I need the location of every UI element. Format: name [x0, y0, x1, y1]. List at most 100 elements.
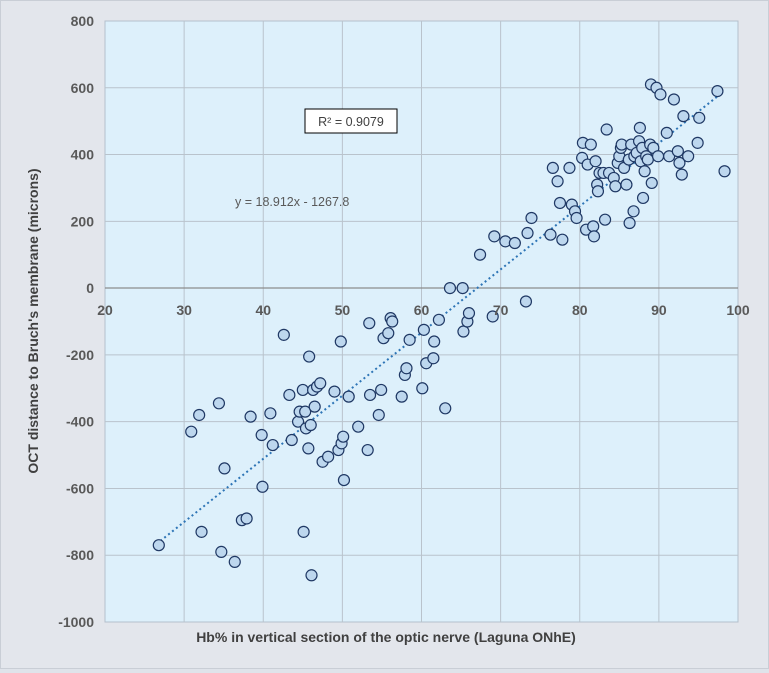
data-point	[342, 390, 355, 403]
data-point	[322, 450, 335, 463]
data-point	[443, 282, 457, 295]
data-point	[620, 178, 633, 191]
data-point	[218, 462, 231, 475]
data-points	[152, 78, 731, 582]
data-point	[682, 150, 695, 163]
x-tick-label: 70	[493, 302, 509, 318]
y-tick-label: -1000	[58, 614, 94, 630]
data-point	[671, 145, 684, 158]
x-tick-label: 100	[726, 302, 750, 318]
data-point	[240, 512, 253, 525]
data-point	[328, 385, 341, 398]
data-point	[304, 418, 317, 432]
data-point	[299, 405, 312, 418]
data-point	[334, 335, 347, 348]
data-point	[432, 313, 446, 326]
data-point	[372, 408, 385, 422]
data-point	[486, 310, 499, 323]
data-point	[363, 317, 376, 330]
data-point	[212, 397, 226, 410]
data-point	[563, 161, 576, 175]
data-point	[215, 545, 228, 558]
data-point	[456, 282, 469, 295]
data-point	[609, 180, 622, 193]
y-tick-label: -600	[66, 480, 94, 496]
data-point	[462, 307, 476, 320]
data-point	[277, 328, 290, 341]
data-point	[718, 165, 731, 178]
data-point	[296, 383, 309, 397]
data-point	[375, 383, 388, 397]
data-point	[255, 428, 268, 442]
data-point	[553, 196, 567, 210]
data-point	[711, 85, 724, 98]
data-point	[600, 123, 613, 136]
x-tick-label: 60	[414, 302, 430, 318]
data-point	[403, 333, 416, 346]
x-tick-label: 20	[97, 302, 113, 318]
y-tick-label: 400	[71, 147, 95, 163]
data-point	[297, 525, 310, 538]
data-point	[546, 161, 559, 175]
data-point	[283, 388, 296, 402]
data-point	[337, 430, 350, 443]
y-tick-label: 600	[71, 80, 95, 96]
x-tick-labels: 20 30 40 50 60 70 80 90 100	[97, 302, 750, 318]
data-point	[195, 525, 208, 538]
data-point	[185, 425, 198, 438]
y-tick-label: 0	[86, 280, 94, 296]
data-point	[651, 150, 665, 163]
data-point	[693, 111, 706, 124]
data-point	[352, 420, 365, 433]
data-point	[400, 362, 413, 375]
data-point	[386, 315, 399, 328]
data-point	[654, 88, 667, 101]
data-point	[256, 480, 269, 493]
r2-label-box	[304, 108, 398, 134]
data-point	[457, 325, 470, 338]
data-point	[427, 352, 440, 365]
y-tick-label: 200	[71, 213, 95, 229]
data-point	[308, 400, 321, 413]
data-point	[556, 233, 569, 246]
data-point	[302, 442, 315, 455]
data-point	[633, 121, 646, 134]
data-point	[428, 335, 441, 348]
y-tick-labels: -1000 -800 -600 -400 -200 0 200 400 600 800	[58, 13, 94, 630]
data-point	[264, 407, 277, 420]
data-point	[598, 213, 612, 226]
data-point	[508, 236, 521, 250]
data-point	[591, 185, 605, 198]
data-point	[285, 433, 298, 447]
x-tick-label: 30	[176, 302, 192, 318]
x-tick-label: 90	[651, 302, 667, 318]
y-tick-label: 800	[71, 13, 95, 29]
data-point	[519, 295, 533, 308]
y-tick-label: -400	[66, 414, 94, 430]
data-point	[439, 402, 452, 415]
data-point	[636, 191, 650, 205]
data-point	[645, 176, 658, 190]
data-point	[244, 410, 257, 423]
y-tick-label: -800	[66, 547, 94, 563]
data-point	[305, 569, 318, 582]
data-point	[667, 93, 681, 106]
data-point	[417, 323, 430, 336]
data-point	[303, 350, 316, 363]
data-point	[488, 230, 501, 243]
data-point	[660, 126, 673, 139]
data-point	[521, 226, 534, 240]
data-point	[623, 216, 636, 230]
data-point	[570, 211, 583, 225]
data-point	[589, 155, 602, 168]
data-point	[587, 220, 600, 233]
data-point	[382, 327, 395, 340]
data-point	[314, 377, 327, 390]
data-point	[416, 382, 429, 395]
data-point	[337, 473, 351, 487]
data-point	[551, 175, 564, 188]
data-point	[152, 539, 165, 552]
data-point	[544, 228, 557, 241]
